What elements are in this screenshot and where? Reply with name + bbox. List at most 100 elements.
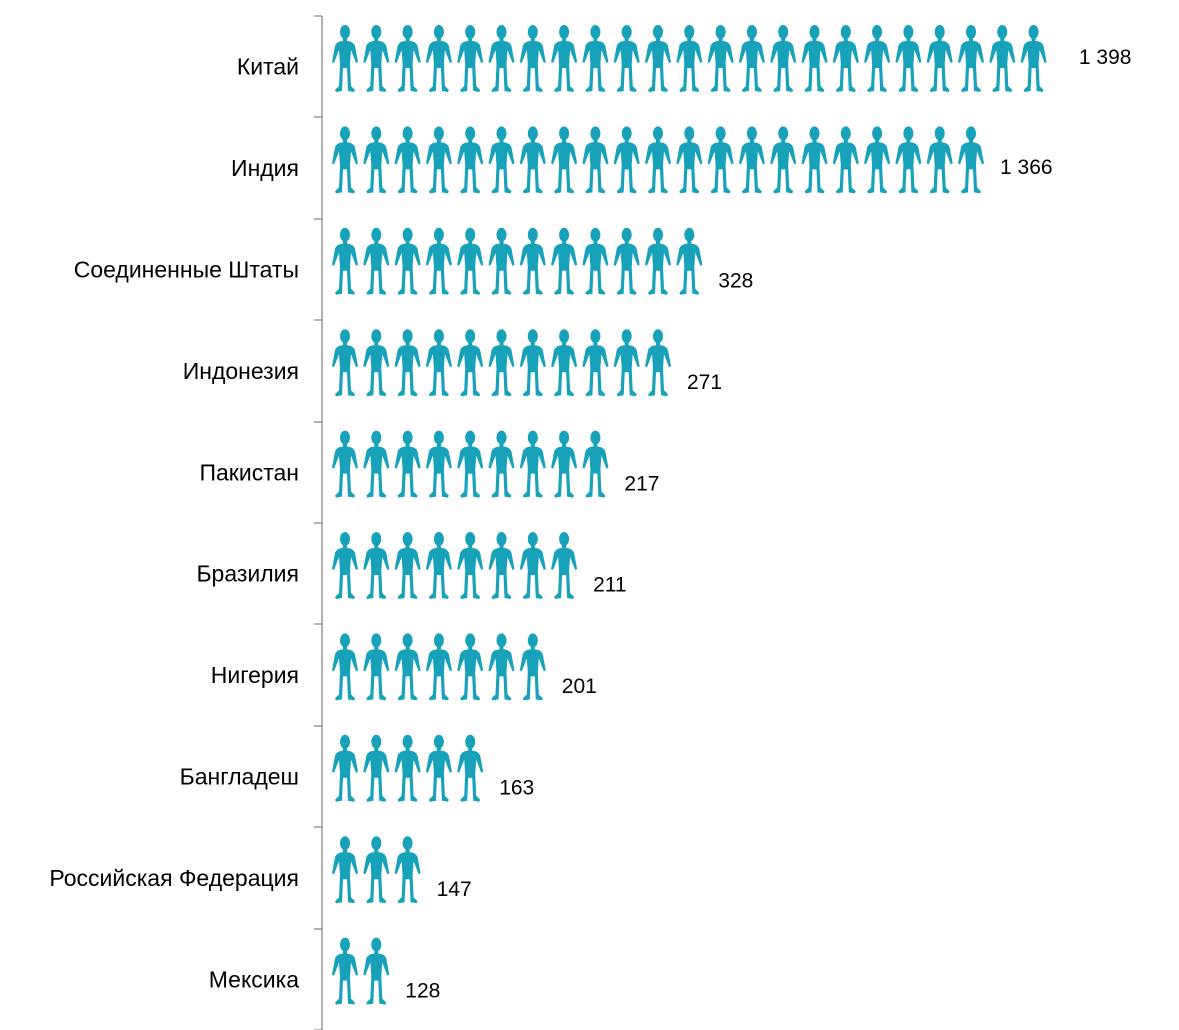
person-icon (801, 25, 828, 92)
person-icon (770, 126, 797, 194)
person-icon (676, 126, 703, 194)
person-icon (738, 126, 765, 194)
category-label: Пакистан (199, 459, 299, 485)
person-icon (551, 329, 578, 397)
person-icon (332, 734, 358, 802)
pictogram-bar (332, 227, 703, 295)
person-icon (551, 227, 578, 295)
person-icon (363, 430, 390, 498)
person-icon (551, 126, 578, 194)
person-icon (332, 937, 358, 1005)
person-icon (394, 227, 421, 295)
pictogram-bar (332, 430, 609, 498)
person-icon (363, 937, 390, 1005)
value-label: 201 (562, 675, 597, 698)
chart-row: Бразилия 211 (196, 532, 627, 599)
person-icon (864, 126, 891, 194)
person-icon (645, 25, 671, 92)
person-icon (645, 126, 671, 194)
person-icon (488, 633, 515, 701)
person-icon (645, 227, 671, 295)
person-icon (707, 25, 734, 92)
person-icon (425, 25, 452, 92)
pictogram-bar (332, 937, 390, 1005)
person-icon (363, 734, 390, 802)
chart-row: Пакистан 217 (199, 430, 659, 498)
person-icon (613, 126, 640, 194)
person-icon (332, 126, 358, 194)
person-icon (457, 25, 484, 92)
pictogram-bar (332, 633, 546, 701)
person-icon (613, 329, 640, 397)
category-label: Индия (231, 155, 299, 181)
person-icon (425, 633, 452, 701)
person-icon (832, 126, 859, 194)
pictogram-bar (332, 126, 984, 194)
person-icon (394, 734, 421, 802)
person-icon (457, 734, 484, 802)
person-icon (457, 633, 484, 701)
person-icon (332, 836, 358, 904)
person-icon (488, 532, 515, 599)
person-icon (613, 227, 640, 295)
person-icon (363, 126, 390, 194)
chart-row: Российская Федерация 147 (49, 836, 472, 904)
chart-row: Индия 1 366 (231, 126, 1053, 194)
category-label: Нигерия (211, 662, 299, 688)
person-icon (394, 633, 421, 701)
person-icon-partial (1051, 25, 1065, 92)
person-icon (1020, 25, 1047, 92)
person-icon (738, 25, 765, 92)
person-icon (488, 227, 515, 295)
category-label: Бангладеш (180, 764, 299, 790)
person-icon (394, 532, 421, 599)
value-label: 1 398 (1079, 46, 1132, 69)
person-icon (425, 734, 452, 802)
person-icon (582, 25, 609, 92)
value-label: 328 (718, 270, 753, 293)
person-icon (926, 25, 953, 92)
person-icon (394, 25, 421, 92)
person-icon (551, 25, 578, 92)
pictogram-bar (332, 25, 1065, 92)
person-icon (457, 329, 484, 397)
person-icon (457, 227, 484, 295)
person-icon (864, 25, 891, 92)
person-icon (425, 126, 452, 194)
person-icon (770, 25, 797, 92)
person-icon (332, 430, 358, 498)
person-icon (613, 25, 640, 92)
value-label: 163 (499, 777, 534, 800)
value-label: 217 (624, 472, 659, 495)
value-label: 211 (593, 574, 626, 597)
person-icon (394, 430, 421, 498)
category-label: Индонезия (183, 358, 299, 384)
person-icon (457, 126, 484, 194)
person-icon (425, 430, 452, 498)
person-icon (582, 227, 609, 295)
person-icon (707, 126, 734, 194)
value-label: 1 366 (1000, 156, 1053, 179)
category-label: Соединенные Штаты (74, 257, 299, 283)
category-axis (314, 15, 323, 1030)
person-icon (832, 25, 859, 92)
person-icon (676, 25, 703, 92)
person-icon (551, 430, 578, 498)
category-label: Российская Федерация (49, 865, 299, 891)
person-icon (582, 430, 609, 498)
person-icon (332, 329, 358, 397)
person-icon (457, 430, 484, 498)
pictogram-bar (332, 734, 484, 802)
person-icon (363, 836, 390, 904)
person-icon (926, 126, 953, 194)
person-icon (488, 430, 515, 498)
person-icon (519, 227, 546, 295)
person-icon (394, 329, 421, 397)
chart-row: Индонезия 271 (183, 329, 722, 397)
category-label: Мексика (209, 966, 299, 992)
person-icon (676, 227, 703, 295)
chart-row: Китай 1 398 (237, 25, 1132, 92)
person-icon (394, 836, 421, 904)
pictogram-bar (332, 329, 671, 397)
